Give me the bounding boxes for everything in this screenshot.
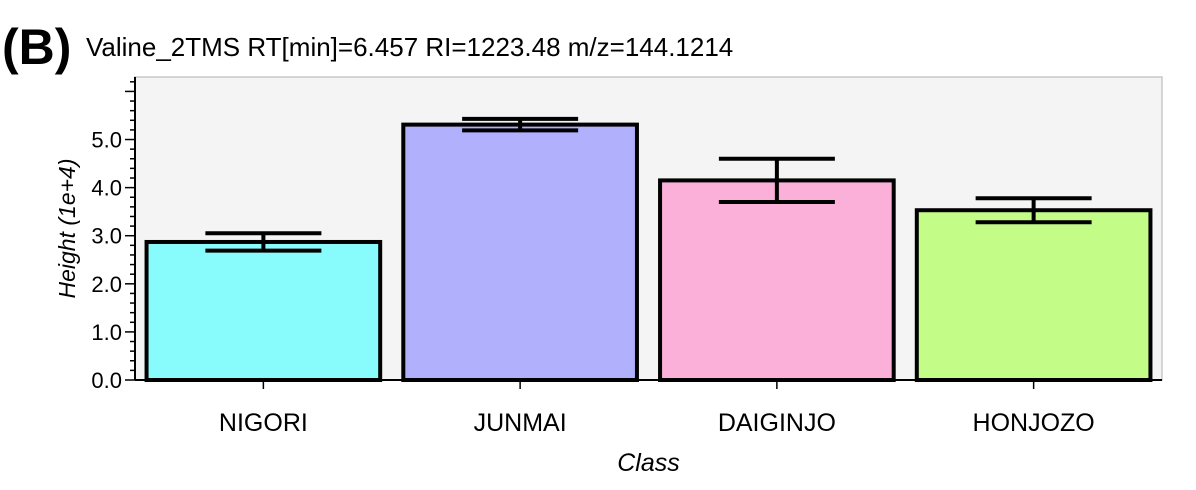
error-bars-group [205, 116, 1092, 253]
error-bar-nigori [205, 231, 322, 253]
error-bar-daiginjo [718, 156, 835, 205]
x-tick-label: JUNMAI [474, 409, 567, 437]
x-tick-label: NIGORI [219, 409, 308, 437]
y-axis: 0.0 1.0 2.0 3.0 4.0 5.0 [91, 77, 136, 393]
y-tick-label: 1.0 [91, 320, 122, 345]
y-tick-label: 5.0 [91, 128, 122, 153]
error-bar-junmai [462, 116, 579, 133]
panel-label: (B) [2, 19, 72, 75]
bar-honjozo [914, 208, 1153, 382]
y-tick-label: 3.0 [91, 224, 122, 249]
y-tick-label: 0.0 [91, 368, 122, 393]
error-bar-honjozo [975, 196, 1092, 225]
bar-nigori [144, 239, 383, 382]
x-axis-label: Class [617, 449, 680, 477]
chart-title: Valine_2TMS RT[min]=6.457 RI=1223.48 m/z… [86, 32, 734, 62]
bar-junmai [401, 122, 639, 382]
y-tick-label: 2.0 [91, 272, 122, 297]
x-tick-label: HONJOZO [973, 409, 1095, 437]
x-tick-label: DAIGINJO [718, 409, 836, 437]
y-tick-label: 4.0 [91, 176, 122, 201]
y-axis-label: Height (1e+4) [54, 159, 80, 299]
bar-daiginjo [658, 178, 896, 382]
x-axis: NIGORI JUNMAI DAIGINJO HONJOZO [135, 379, 1162, 437]
